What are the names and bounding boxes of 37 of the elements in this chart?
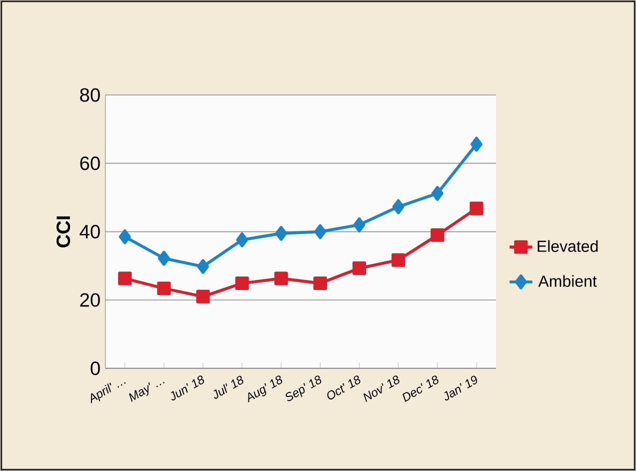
x-tick-label: Sep' 18 (286, 376, 322, 402)
x-tick-label: Nov' 18 (363, 376, 400, 402)
x-tick-label: Jul' 18 (214, 376, 244, 399)
point (275, 226, 288, 241)
point (470, 202, 484, 216)
x-tick-label: Jan' 19 (444, 376, 478, 400)
point (392, 199, 404, 214)
x-tick-label: May' … (129, 382, 164, 402)
point (158, 250, 170, 266)
x-tick-label: Oct' 18 (327, 376, 360, 400)
point (118, 229, 131, 244)
point (353, 217, 366, 232)
x-tick-label: Jun' 18 (171, 376, 204, 400)
y-tick-label: 0 (90, 362, 100, 376)
point (314, 224, 326, 240)
point (118, 272, 132, 286)
point (236, 232, 248, 248)
point (235, 276, 249, 290)
point (197, 259, 209, 274)
point (430, 228, 444, 242)
point (313, 276, 327, 290)
legend-label: Elevated (538, 240, 598, 252)
legend-label: Ambient (538, 275, 597, 287)
y-tick-label: 80 (80, 88, 100, 102)
x-tick-label: Dec' 18 (402, 376, 438, 402)
y-tick-label: 20 (80, 293, 100, 307)
point (157, 282, 171, 296)
point (431, 186, 444, 201)
point (196, 290, 210, 304)
y-tick-label: 60 (80, 156, 100, 170)
y-tick-label: 40 (80, 224, 100, 238)
y-axis-title: CCI (56, 216, 70, 248)
point (392, 253, 406, 267)
x-tick-label: Aug' 18 (248, 376, 282, 402)
point (352, 261, 366, 276)
point (274, 272, 288, 286)
point (470, 136, 482, 152)
